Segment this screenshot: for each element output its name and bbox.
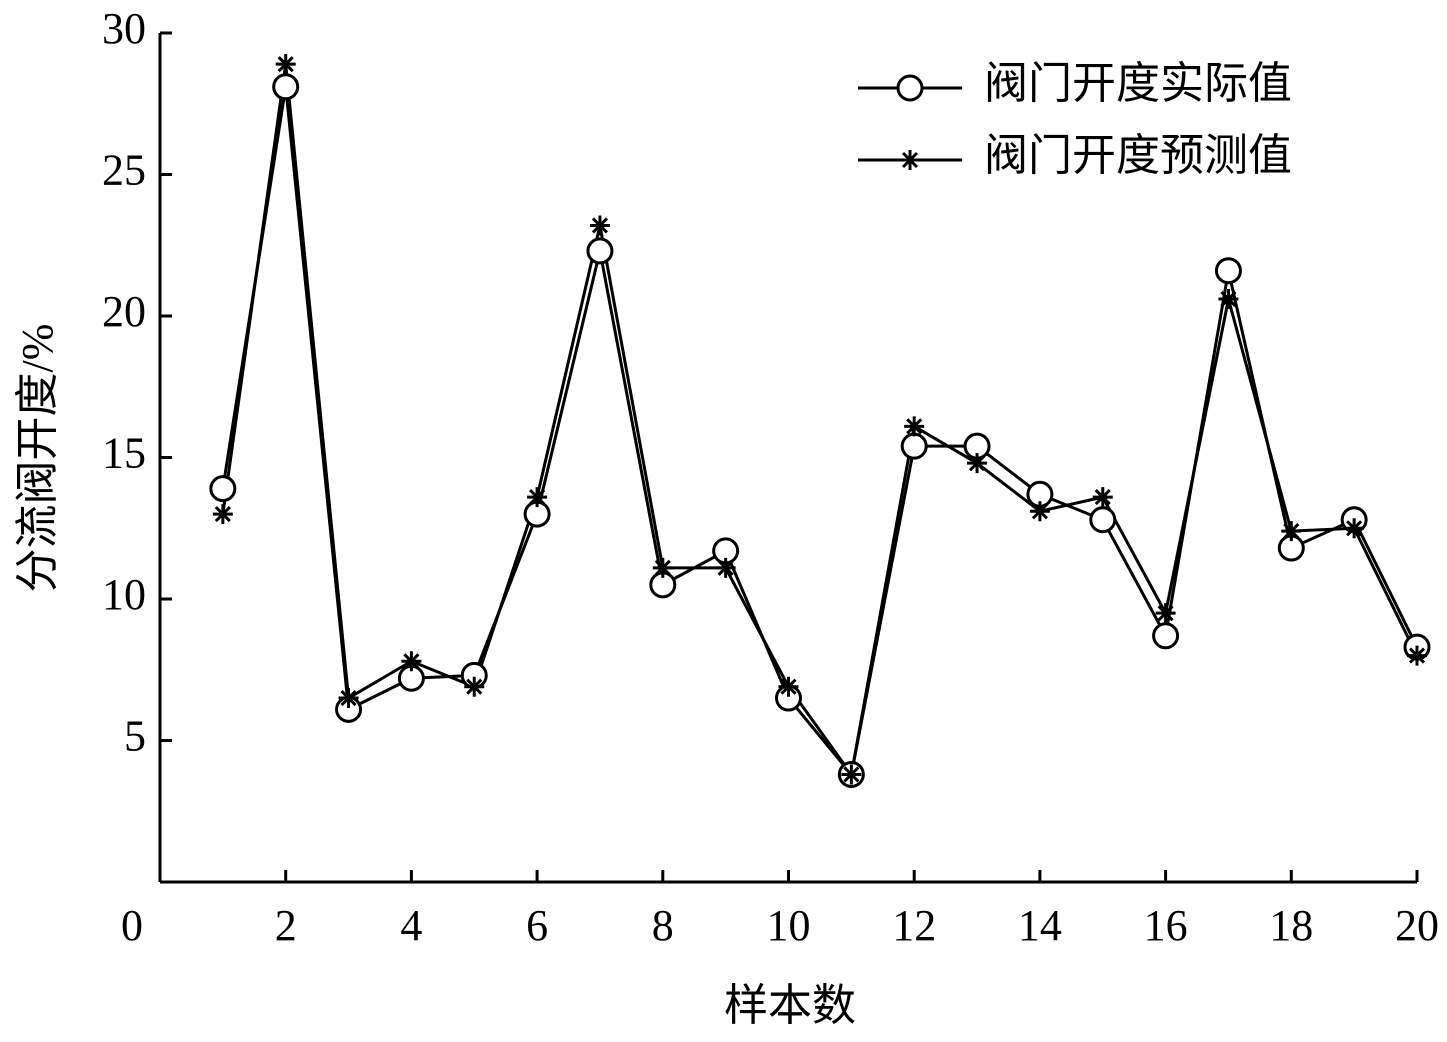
y-tick-label: 10	[102, 570, 146, 619]
marker-star	[904, 416, 925, 437]
marker-star	[401, 651, 422, 672]
y-tick-label: 15	[102, 429, 146, 478]
marker-star	[212, 504, 233, 525]
marker-star	[778, 676, 799, 697]
y-tick-label: 20	[102, 287, 146, 336]
legend-label: 阀门开度实际值	[984, 59, 1292, 108]
series-line	[221, 63, 1419, 779]
marker-circle	[896, 74, 924, 102]
marker-star	[652, 557, 673, 578]
y-tick-label: 30	[102, 4, 146, 53]
marker-star	[1407, 645, 1427, 666]
y-axis-label: 分流阀开度/%	[13, 324, 62, 593]
x-tick-label: 10	[767, 901, 811, 950]
x-tick-label: 0	[121, 901, 143, 950]
marker-star	[841, 764, 862, 785]
marker-star	[275, 54, 296, 75]
marker-circle	[209, 475, 237, 503]
x-tick-label: 2	[275, 901, 297, 950]
marker-star	[1029, 501, 1050, 522]
marker-circle	[586, 237, 614, 265]
x-tick-label: 14	[1018, 901, 1062, 950]
y-tick-label: 25	[102, 146, 146, 195]
x-tick-label: 16	[1144, 901, 1188, 950]
x-tick-label: 20	[1395, 901, 1439, 950]
marker-star	[900, 150, 920, 170]
marker-circle	[1089, 506, 1117, 534]
marker-star	[338, 688, 359, 709]
marker-circle	[272, 73, 300, 101]
x-tick-label: 8	[652, 901, 674, 950]
marker-star	[715, 557, 736, 578]
marker-star	[1218, 289, 1239, 310]
x-tick-label: 6	[526, 901, 548, 950]
x-tick-label: 18	[1269, 901, 1313, 950]
x-tick-label: 12	[892, 901, 936, 950]
x-tick-label: 4	[400, 901, 422, 950]
marker-star	[1281, 521, 1302, 542]
marker-circle	[1152, 622, 1180, 650]
y-tick-label: 5	[124, 712, 146, 761]
marker-star	[967, 453, 988, 474]
marker-star	[1092, 487, 1113, 508]
marker-circle	[900, 432, 928, 460]
marker-star	[464, 676, 485, 697]
marker-star	[527, 487, 548, 508]
legend-label: 阀门开度预测值	[984, 131, 1292, 180]
marker-star	[1344, 518, 1365, 539]
x-axis-label: 样本数	[724, 981, 856, 1030]
marker-circle	[1214, 257, 1242, 285]
marker-star	[1155, 603, 1176, 624]
marker-star	[589, 215, 610, 236]
